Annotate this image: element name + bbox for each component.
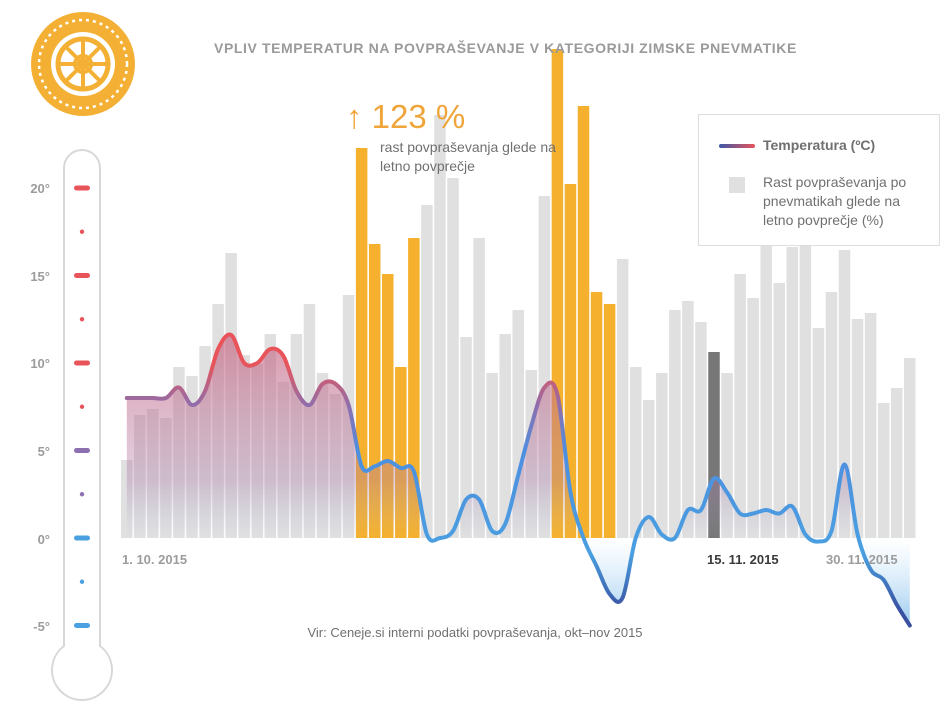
- x-label-end: 30. 11. 2015: [826, 552, 898, 567]
- legend-demand-swatch: [729, 177, 745, 193]
- x-label-start: 1. 10. 2015: [122, 552, 188, 567]
- demand-bar-day-29: [486, 373, 498, 538]
- chart-title: VPLIV TEMPERATUR NA POVPRAŠEVANJE V KATE…: [214, 40, 797, 56]
- demand-bar-day-42: [656, 373, 668, 538]
- tire-wheel-icon: [31, 12, 135, 116]
- demand-bar-day-39: [616, 259, 629, 538]
- thermometer: [51, 149, 113, 701]
- demand-bar-day-26: [447, 178, 459, 538]
- demand-bar-day-52: [786, 247, 799, 538]
- temp-tick-label-10: 10°: [30, 356, 50, 371]
- demand-bar-day-22: [395, 367, 407, 538]
- demand-bar-day-60: [890, 388, 903, 538]
- thermometer-tick-0: [74, 535, 90, 541]
- source-note: Vir: Ceneje.si interni podatki povprašev…: [307, 625, 643, 640]
- demand-bar-day-45: [695, 322, 707, 538]
- legend-demand-label: Rast povpraševanja po pnevmatikah glede …: [763, 174, 907, 228]
- thermometer-minor-tick: [79, 492, 85, 497]
- demand-bar-day-30: [499, 334, 511, 538]
- demand-bar-day-53: [799, 193, 812, 538]
- demand-bar-day-57: [851, 319, 864, 538]
- demand-bar-day-51: [773, 283, 785, 538]
- temp-tick-label-5: 5°: [37, 444, 50, 459]
- demand-bar-day-31: [512, 310, 524, 538]
- demand-bar-day-41: [643, 400, 655, 538]
- thermometer-tick-20: [74, 185, 90, 191]
- temperature-line: [124, 332, 912, 628]
- peak-annotation-value: ↑ 123 %: [346, 98, 466, 135]
- demand-bar-day-61: [904, 358, 916, 538]
- demand-bar-day-33: [538, 196, 551, 538]
- demand-bar-day-38: [603, 304, 616, 538]
- demand-bar-day-43: [669, 310, 681, 538]
- legend-temperature-label: Temperatura (ºC): [763, 137, 876, 153]
- peak-annotation-text: rast povpraševanja glede na letno povpre…: [380, 139, 556, 174]
- thermometer-minor-tick: [79, 229, 85, 234]
- temp-tick-label-0: 0°: [37, 532, 50, 547]
- demand-bar-day-1: [121, 460, 133, 538]
- demand-bar-day-59: [877, 403, 890, 538]
- demand-bar-day-19: [355, 148, 368, 538]
- legend-temperature-swatch: [719, 144, 755, 148]
- demand-bar-day-25: [434, 115, 446, 538]
- demand-bar-day-34: [551, 49, 564, 538]
- demand-bar-day-44: [682, 301, 694, 538]
- demand-bar-day-21: [382, 274, 394, 538]
- thermometer-tick-10: [74, 360, 90, 366]
- demand-bar-day-36: [577, 106, 590, 538]
- thermometer-minor-tick: [79, 404, 85, 409]
- demand-bar-day-54: [812, 328, 825, 538]
- thermometer-tick--5: [74, 623, 90, 628]
- x-label-mid: 15. 11. 2015: [707, 552, 779, 567]
- thermometer-minor-tick: [79, 579, 85, 584]
- demand-bar-day-47: [721, 373, 733, 538]
- demand-bar-day-48: [734, 274, 746, 538]
- demand-bar-day-58: [864, 313, 877, 538]
- thermometer-minor-tick: [79, 317, 85, 322]
- thermometer-tick-5: [74, 448, 90, 453]
- legend: Temperatura (ºC) Rast povpraševanja po p…: [698, 114, 940, 246]
- demand-bar-day-56: [838, 250, 851, 538]
- demand-bar-day-40: [629, 367, 642, 538]
- demand-bar-day-55: [825, 292, 838, 538]
- demand-bar-day-27: [460, 337, 472, 538]
- demand-bar-day-20: [368, 244, 381, 538]
- temp-tick-label-20: 20°: [30, 181, 50, 196]
- thermometer-tick-15: [74, 273, 90, 278]
- demand-bar-day-24: [421, 205, 433, 538]
- demand-bar-day-28: [473, 238, 485, 538]
- demand-bar-day-50: [760, 214, 772, 538]
- demand-bar-day-46: [708, 352, 720, 538]
- temp-tick-label-15: 15°: [30, 269, 50, 284]
- demand-bar-day-35: [564, 184, 577, 538]
- demand-bar-day-49: [747, 298, 759, 538]
- demand-bar-day-37: [590, 292, 603, 538]
- temp-tick-label-minus5: -5°: [33, 619, 50, 634]
- demand-bar-day-23: [408, 238, 420, 538]
